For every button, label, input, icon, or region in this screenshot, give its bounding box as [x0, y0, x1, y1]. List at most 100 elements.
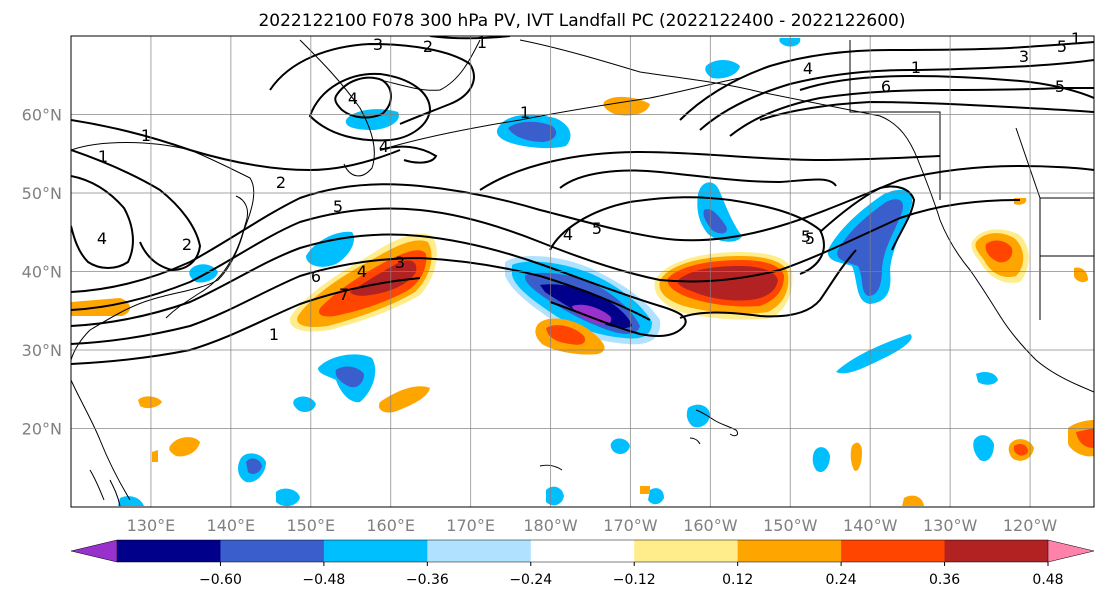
- positive-anomaly-region: [1076, 428, 1094, 448]
- map-frame: [70, 35, 1095, 508]
- colorbar-tick-label: −0.12: [613, 572, 656, 588]
- coastline-kamchatka: [299, 39, 375, 177]
- colorbar-segment: [944, 540, 1049, 562]
- coastline-bering: [379, 39, 481, 91]
- longitude-tick-label: 170°E: [446, 516, 495, 535]
- negative-anomaly-region: [779, 38, 801, 47]
- coastline-aleutians: [379, 77, 741, 151]
- negative-anomaly-region: [276, 488, 300, 507]
- positive-anomaly-region: [1014, 444, 1028, 456]
- negative-anomaly-region: [703, 208, 727, 234]
- pv-contour: [819, 185, 916, 251]
- coastline-alaska: [519, 39, 1094, 393]
- negative-anomaly-region: [836, 334, 912, 374]
- contour-label: 4: [357, 262, 367, 281]
- pv-contour: [71, 149, 202, 272]
- latitude-tick-label: 40°N: [22, 263, 62, 282]
- longitude-tick-label: 130°W: [923, 516, 978, 535]
- negative-anomaly-region: [508, 121, 557, 142]
- contour-label: 4: [563, 225, 573, 244]
- longitude-tick-label: 130°E: [127, 516, 176, 535]
- figure-title: 2022122100 F078 300 hPa PV, IVT Landfall…: [258, 11, 905, 31]
- negative-anomaly-region: [648, 488, 664, 505]
- colorbar-segment: [427, 540, 532, 562]
- negative-anomaly-region: [973, 435, 994, 462]
- longitude-tick-label: 150°E: [286, 516, 335, 535]
- contour-label: 5: [1055, 77, 1065, 96]
- pv-contour: [71, 277, 421, 365]
- positive-anomaly-region: [640, 486, 650, 494]
- longitude-tick-label: 160°E: [366, 516, 415, 535]
- longitude-tick-labels: 130°E 140°E 150°E 160°E 170°E 180°W 170°W 160°W…: [127, 516, 1058, 535]
- positive-anomaly-region: [603, 96, 650, 116]
- longitude-tick-label: 140°W: [843, 516, 898, 535]
- colorbar-tick-label: −0.48: [302, 572, 345, 588]
- positive-anomaly-region: [546, 325, 586, 345]
- contour-label: 5: [333, 197, 343, 216]
- longitude-tick-label: 140°E: [207, 516, 256, 535]
- positive-anomaly-region: [169, 437, 200, 457]
- contour-label: 7: [339, 285, 349, 304]
- contour-label: 3: [373, 35, 383, 54]
- negative-anomaly-region: [306, 231, 355, 267]
- colorbar-segment: [220, 540, 325, 562]
- pv-contour: [729, 86, 1094, 137]
- colorbar-segment: [117, 540, 221, 562]
- longitude-tick-label: 120°W: [1003, 516, 1058, 535]
- positive-anomaly-region: [985, 240, 1013, 263]
- pv-contour: [71, 256, 651, 345]
- longitude-tick-label: 160°W: [683, 516, 738, 535]
- pv-contour: [699, 59, 1094, 131]
- pv-contour: [71, 199, 1021, 311]
- contour-label: 1: [98, 147, 108, 166]
- negative-anomaly-region: [572, 304, 612, 325]
- positive-anomaly-region: [677, 266, 778, 301]
- pv-contour: [679, 41, 1094, 121]
- coastline-hawaii: [695, 409, 739, 437]
- contour-label: 3: [395, 253, 405, 272]
- coastline-islands: [539, 437, 701, 471]
- colorbar-outline: [117, 539, 1048, 563]
- pv-contour: [559, 169, 837, 189]
- us-state-borders: [849, 40, 1094, 320]
- latitude-tick-label: 30°N: [22, 341, 62, 360]
- positive-anomaly-region: [850, 442, 862, 471]
- gridlines: [71, 36, 1094, 507]
- contour-label: 3: [1019, 47, 1029, 66]
- colorbar-tick-label: 0.12: [722, 572, 753, 588]
- positive-anomaly-region: [902, 495, 924, 506]
- colorbar: [70, 539, 1095, 563]
- contour-label: 5: [592, 219, 602, 238]
- contour-label: 4: [348, 89, 358, 108]
- contour-label: 5: [1057, 37, 1067, 56]
- negative-anomaly-region: [686, 404, 710, 428]
- contour-label: 2: [423, 37, 433, 56]
- coastline-china: [71, 379, 131, 501]
- contour-label: 1: [477, 33, 487, 52]
- colorbar-tick-label: −0.24: [509, 572, 552, 588]
- colorbar-tick-label: −0.60: [199, 572, 242, 588]
- positive-anomaly-region: [350, 260, 417, 296]
- latitude-tick-label: 20°N: [22, 420, 62, 439]
- latitude-tick-labels: 60°N 50°N 40°N 30°N 20°N: [22, 106, 62, 439]
- negative-anomaly-region: [246, 458, 262, 474]
- contour-label: 1: [911, 58, 921, 77]
- colorbar-segment: [841, 540, 946, 562]
- pv-contour: [269, 42, 475, 125]
- contour-label: 4: [379, 137, 389, 156]
- colorbar-tick-label: 0.24: [826, 572, 857, 588]
- coastline-philippines: [89, 469, 121, 507]
- pv-contour: [308, 72, 432, 142]
- contour-label: 6: [881, 77, 891, 96]
- positive-anomaly-region: [138, 396, 162, 409]
- positive-anomaly-region: [378, 386, 430, 413]
- pv-contour: [71, 233, 687, 337]
- colorbar-tick-label: −0.36: [406, 572, 449, 588]
- pv-contour: [71, 119, 401, 172]
- negative-anomaly-region: [610, 438, 630, 454]
- contour-label: 5: [805, 229, 815, 248]
- colorbar-tick-labels: −0.60 −0.48 −0.36 −0.24 −0.12 0.12 0.24 0.36 0.4…: [199, 562, 1064, 588]
- contour-label: 5: [801, 227, 811, 246]
